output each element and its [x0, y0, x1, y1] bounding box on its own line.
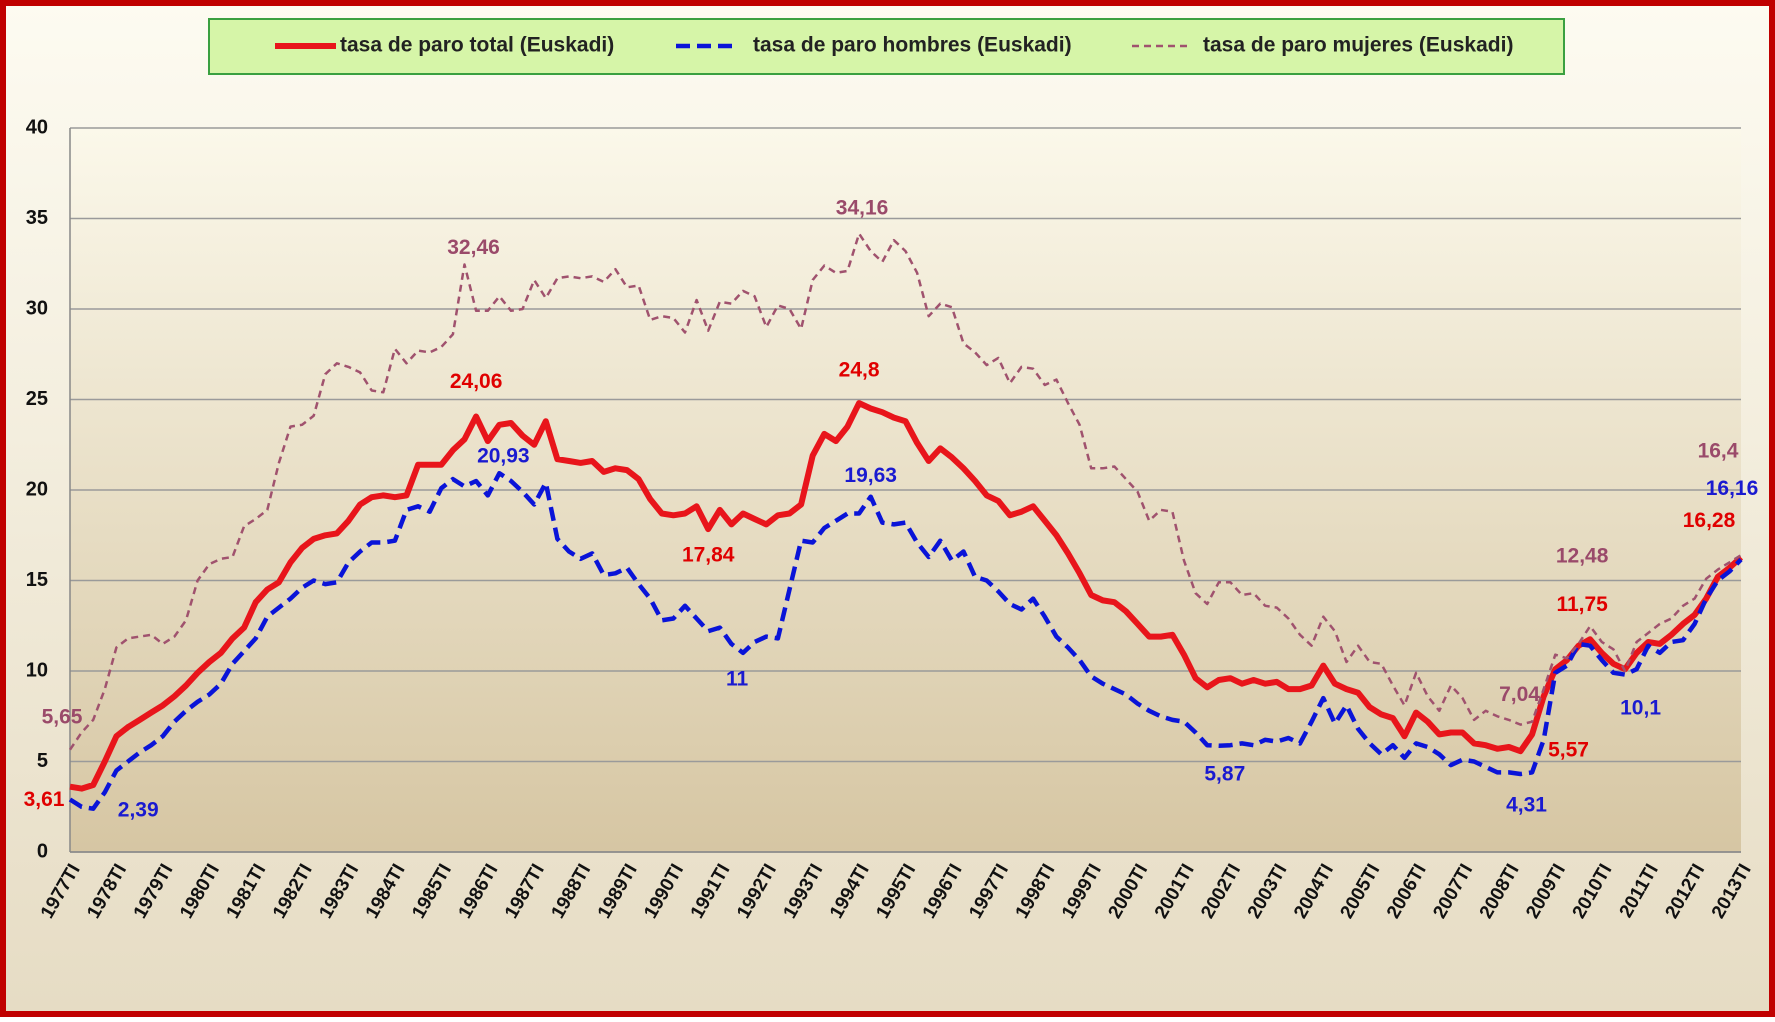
y-tick-label: 20 [26, 478, 48, 500]
series-line [68, 232, 1742, 751]
y-tick-label: 25 [26, 388, 48, 410]
data-label: 5,57 [1548, 739, 1589, 762]
legend [208, 18, 1565, 75]
y-tick-label: 0 [37, 840, 48, 862]
data-label: 16,4 [1698, 440, 1739, 463]
data-label: 24,06 [450, 370, 503, 393]
data-label: 20,93 [477, 445, 530, 468]
data-label: 19,63 [844, 464, 897, 487]
data-label: 7,04 [1499, 683, 1540, 706]
data-label: 11 [726, 667, 749, 690]
series-line [69, 400, 1744, 792]
legend-label: tasa de paro mujeres (Euskadi) [1203, 34, 1513, 57]
data-label: 4,31 [1506, 794, 1547, 817]
data-label: 5,65 [42, 705, 83, 728]
data-label: 2,39 [118, 798, 159, 821]
y-tick-label: 35 [26, 207, 48, 229]
data-label: 11,75 [1556, 593, 1608, 616]
data-label: 24,8 [839, 359, 880, 382]
data-label: 12,48 [1556, 545, 1609, 568]
data-label: 32,46 [447, 236, 500, 259]
data-label: 5,87 [1204, 762, 1245, 785]
data-label: 16,16 [1706, 477, 1759, 500]
y-tick-label: 15 [26, 569, 48, 591]
data-label: 34,16 [836, 196, 889, 219]
data-label: 17,84 [682, 544, 735, 567]
data-label: 10,1 [1620, 697, 1661, 720]
data-label: 16,28 [1683, 509, 1736, 532]
y-tick-label: 5 [37, 750, 48, 772]
y-tick-label: 40 [26, 116, 48, 138]
y-tick-label: 10 [26, 659, 48, 681]
legend-label: tasa de paro total (Euskadi) [340, 34, 614, 57]
data-label: 3,61 [24, 788, 65, 811]
y-tick-label: 30 [26, 297, 48, 319]
legend-label: tasa de paro hombres (Euskadi) [753, 34, 1072, 57]
